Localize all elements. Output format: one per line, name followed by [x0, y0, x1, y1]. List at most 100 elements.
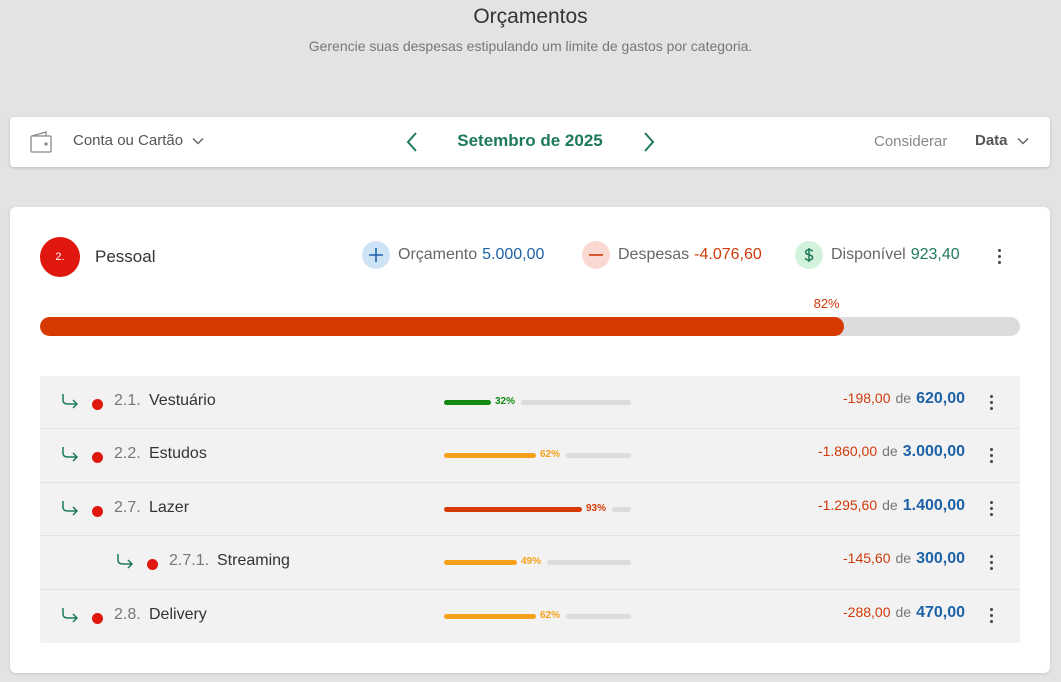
subcategory-code: 2.7.1. — [169, 552, 210, 570]
subcategory-percent: 93% — [586, 502, 607, 514]
budget-value: 5.000,00 — [482, 246, 545, 263]
expenses-value: -4.076,60 — [694, 246, 762, 263]
subcategory-code: 2.7. — [114, 498, 141, 516]
subcategory-arrow-icon — [62, 447, 79, 462]
budget-label: Orçamento — [398, 246, 478, 263]
minus-icon — [582, 241, 610, 269]
subcategory-menu-button[interactable] — [981, 499, 1001, 519]
subcategory-progress: 62% — [444, 610, 631, 621]
subcategory-arrow-icon — [117, 554, 134, 569]
subcategory-progress-track — [521, 400, 631, 405]
limit-value: 470,00 — [916, 603, 965, 621]
subcategory-name: Delivery — [149, 605, 207, 623]
page-subtitle: Gerencie suas despesas estipulando um li… — [308, 38, 753, 54]
subcategory-code: 2.8. — [114, 605, 141, 623]
subcategory-progress: 32% — [444, 396, 631, 407]
of-label: de — [882, 496, 898, 513]
plus-icon — [362, 241, 390, 269]
limit-value: 1.400,00 — [902, 496, 965, 514]
subcategory-progress-track — [566, 613, 631, 619]
subcategory-row[interactable]: 2.7. Lazer 93% -1.295,60 de 1.400,00 — [40, 483, 1020, 537]
subcategory-row[interactable]: 2.2. Estudos 62% -1.860,00 de 3.000,00 — [40, 429, 1020, 483]
subcategory-arrow-icon — [62, 500, 79, 516]
subcategory-progress-fill — [444, 506, 582, 512]
limit-value: 620,00 — [916, 390, 965, 407]
limit-value: 300,00 — [916, 550, 965, 568]
category-menu-button[interactable] — [989, 246, 1009, 266]
spent-value: -288,00 — [843, 603, 891, 620]
status-dot — [92, 505, 103, 517]
spent-value: -145,60 — [843, 550, 891, 567]
available-label: Disponível — [831, 246, 906, 263]
subcategory-progress-track — [547, 560, 631, 566]
next-month-button[interactable] — [636, 130, 660, 154]
subcategory-progress-track — [612, 506, 631, 512]
subcategory-arrow-icon — [62, 607, 79, 623]
subcategory-percent: 32% — [495, 396, 516, 407]
category-badge: 2. — [40, 237, 80, 277]
subcategory-name: Estudos — [149, 445, 207, 463]
status-dot — [92, 612, 103, 624]
subcategory-menu-button[interactable] — [981, 445, 1001, 465]
subcategory-progress-fill — [444, 613, 536, 619]
category-progress-fill — [40, 317, 844, 336]
subcategory-progress-track — [566, 453, 631, 459]
budget-card: 2. Pessoal Orçamento 5.000,00 Despesas -… — [10, 207, 1050, 673]
previous-month-button[interactable] — [401, 130, 425, 154]
category-progress-track — [40, 317, 1020, 336]
status-dot — [92, 399, 103, 410]
subcategory-menu-button[interactable] — [981, 606, 1001, 626]
category-percent: 82% — [813, 296, 840, 311]
subcategory-amount: -1.860,00 de 3.000,00 — [818, 443, 965, 461]
available-value: 923,40 — [910, 246, 960, 263]
subcategory-menu-button[interactable] — [981, 392, 1001, 412]
subcategory-percent: 62% — [540, 449, 561, 461]
limit-value: 3.000,00 — [902, 443, 965, 461]
subcategory-progress-fill — [444, 400, 491, 405]
subcategory-row[interactable]: 2.8. Delivery 62% -288,00 de 470,00 — [40, 590, 1020, 643]
subcategory-code: 2.2. — [114, 445, 141, 463]
spent-value: -198,00 — [843, 390, 891, 406]
date-select[interactable]: Data — [975, 132, 1030, 149]
subcategory-progress: 93% — [444, 503, 631, 514]
subcategory-progress-fill — [444, 453, 536, 459]
spent-value: -1.860,00 — [817, 443, 878, 460]
subcategory-amount: -145,60 de 300,00 — [843, 550, 965, 568]
budget-stat: Orçamento 5.000,00 — [362, 241, 544, 269]
expenses-stat: Despesas -4.076,60 — [582, 241, 762, 269]
subcategory-amount: -198,00 de 620,00 — [843, 390, 965, 408]
chevron-down-icon — [192, 137, 204, 145]
subcategory-progress: 49% — [444, 556, 631, 567]
account-select-label: Conta ou Cartão — [73, 132, 184, 149]
subcategory-percent: 49% — [521, 556, 542, 568]
subcategory-name: Streaming — [217, 552, 290, 570]
subcategory-amount: -1.295,60 de 1.400,00 — [818, 497, 965, 515]
expenses-label: Despesas — [618, 246, 690, 263]
of-label: de — [895, 550, 912, 567]
subcategory-name: Vestuário — [149, 392, 216, 409]
of-label: de — [882, 443, 898, 460]
page-title: Orçamentos — [473, 5, 588, 28]
spent-value: -1.295,60 — [817, 496, 878, 513]
month-label: Setembro de 2025 — [457, 131, 603, 150]
available-stat: Disponível 923,40 — [795, 241, 960, 269]
subcategory-arrow-icon — [62, 394, 79, 409]
subcategory-amount: -288,00 de 470,00 — [843, 604, 965, 622]
wallet-icon — [30, 131, 52, 153]
consider-label: Considerar — [874, 133, 948, 150]
of-label: de — [895, 390, 912, 406]
subcategory-name: Lazer — [149, 498, 190, 516]
of-label: de — [895, 603, 912, 620]
subcategory-row[interactable]: 2.1. Vestuário 32% -198,00 de 620,00 — [40, 376, 1020, 430]
category-name: Pessoal — [95, 247, 156, 266]
account-select[interactable]: Conta ou Cartão — [73, 132, 205, 149]
subcategory-menu-button[interactable] — [981, 552, 1001, 572]
status-dot — [147, 559, 158, 571]
subcategory-progress: 62% — [444, 449, 631, 460]
date-select-label: Data — [975, 132, 1008, 149]
subcategory-percent: 62% — [540, 609, 561, 621]
subcategory-list: 2.1. Vestuário 32% -198,00 de 620,00 2.2. Estud… — [40, 376, 1020, 643]
dollar-icon — [795, 241, 823, 269]
chevron-down-icon — [1016, 137, 1029, 145]
subcategory-row[interactable]: 2.7.1. Streaming 49% -145,60 de 300,00 — [40, 536, 1020, 590]
